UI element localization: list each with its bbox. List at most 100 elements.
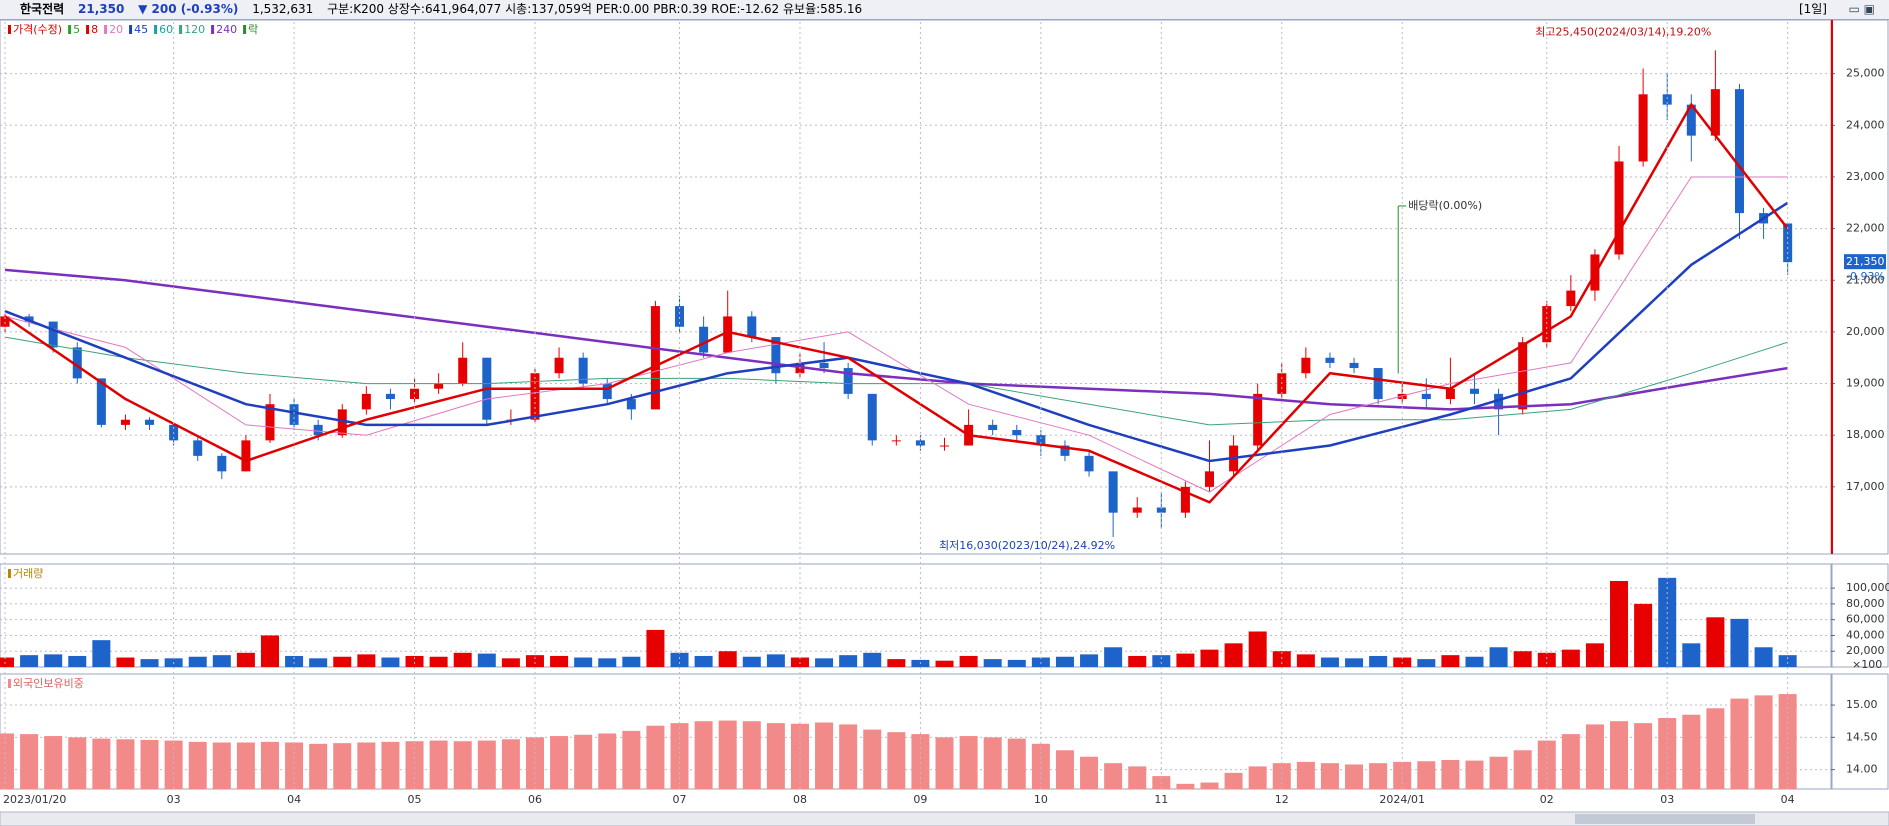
candle-body	[819, 362, 829, 369]
y-tick-label: 23,000	[1846, 170, 1885, 183]
candle-body	[1301, 357, 1311, 374]
legend-swatch	[86, 25, 90, 34]
y-tick-label: 15.00	[1846, 698, 1878, 711]
axis-area	[1831, 20, 1889, 555]
bar	[1706, 617, 1725, 667]
bar	[646, 629, 665, 667]
legend-swatch	[154, 25, 158, 34]
candle-body	[1614, 161, 1624, 255]
y-tick-label: 40,000	[1846, 628, 1885, 641]
bar	[694, 655, 713, 667]
legend-swatch	[8, 25, 11, 34]
bar	[887, 659, 906, 667]
bar	[453, 741, 472, 789]
bar	[1537, 740, 1556, 789]
axis-area	[1831, 563, 1889, 668]
bar	[1345, 658, 1364, 667]
x-tick-label: 08	[793, 793, 807, 806]
info: 구분:K200 상장수:641,964,077 시총:137,059억 PER:…	[327, 2, 863, 16]
panel-title: 외국인보유비중	[13, 677, 84, 690]
bar	[140, 739, 159, 789]
candle-body	[241, 440, 251, 472]
candle-body	[337, 409, 347, 436]
volume: 1,532,631	[252, 2, 314, 16]
bar	[1682, 714, 1701, 789]
bar	[285, 655, 304, 667]
bar	[1417, 659, 1436, 667]
bar	[68, 655, 87, 667]
candle-body	[1494, 393, 1504, 410]
candle-body	[24, 316, 34, 322]
candle-body	[313, 424, 323, 436]
bar	[815, 658, 834, 667]
scroll-thumb[interactable]	[1575, 814, 1755, 824]
moving-average	[4, 176, 1788, 493]
candle-body	[1180, 486, 1190, 513]
x-tick-label: 12	[1275, 793, 1289, 806]
change: ▼ 200 (-0.93%)	[138, 2, 239, 16]
bar	[1128, 766, 1147, 789]
bar	[501, 658, 520, 667]
moving-average	[4, 102, 1789, 504]
bar	[1224, 772, 1243, 789]
candle-body	[988, 424, 998, 431]
bar	[1730, 698, 1749, 789]
bar	[405, 741, 424, 789]
bar	[1754, 695, 1773, 789]
last-price-box	[1844, 254, 1886, 270]
bar	[1513, 651, 1532, 667]
bar	[477, 653, 496, 667]
bar	[1055, 750, 1074, 789]
bar	[333, 743, 352, 789]
bar	[140, 659, 159, 667]
y-tick-label: 14.50	[1846, 730, 1878, 743]
bar	[333, 656, 352, 667]
candle-body	[940, 445, 950, 447]
legend-swatch	[104, 25, 108, 34]
bar	[1634, 723, 1653, 789]
bar	[1176, 653, 1195, 667]
bar	[718, 651, 737, 667]
bar	[1417, 761, 1436, 789]
price: 21,350	[78, 2, 125, 16]
candle-body	[361, 393, 371, 410]
bar	[1224, 643, 1243, 667]
candle-body	[867, 393, 877, 441]
candle-body	[458, 357, 468, 384]
bar	[1730, 618, 1749, 667]
bar	[0, 657, 14, 667]
bar	[959, 736, 978, 789]
bar	[1465, 760, 1484, 789]
candle-body	[193, 440, 203, 456]
candle-body	[1012, 430, 1022, 436]
bar	[815, 722, 834, 789]
chart: 17,000 18,000 19,000 20,000 21,000 22,000 23,0…	[0, 20, 1889, 826]
bar	[1320, 763, 1339, 789]
bar	[1778, 694, 1797, 789]
bar	[1272, 651, 1291, 667]
candle-body	[530, 373, 540, 420]
bar	[766, 723, 785, 789]
bar	[550, 736, 569, 789]
bar	[1465, 656, 1484, 667]
window-buttons[interactable]: ▭ ▣	[1848, 2, 1876, 16]
bar	[911, 734, 930, 789]
bar	[116, 657, 135, 667]
bar	[839, 655, 858, 667]
bar	[1080, 756, 1099, 789]
candle-body	[1421, 393, 1431, 400]
bar	[935, 660, 954, 667]
bar	[44, 736, 63, 789]
period[interactable]: [1일]	[1798, 2, 1827, 16]
candle-body	[723, 316, 733, 353]
candle-body	[1108, 471, 1118, 513]
bar	[20, 734, 39, 789]
candle-body	[891, 440, 901, 442]
bar	[236, 652, 255, 667]
bar	[670, 723, 689, 789]
candle-body	[1445, 388, 1455, 400]
candle-body	[145, 419, 155, 425]
candle-body	[1686, 104, 1696, 136]
bar	[429, 656, 448, 667]
